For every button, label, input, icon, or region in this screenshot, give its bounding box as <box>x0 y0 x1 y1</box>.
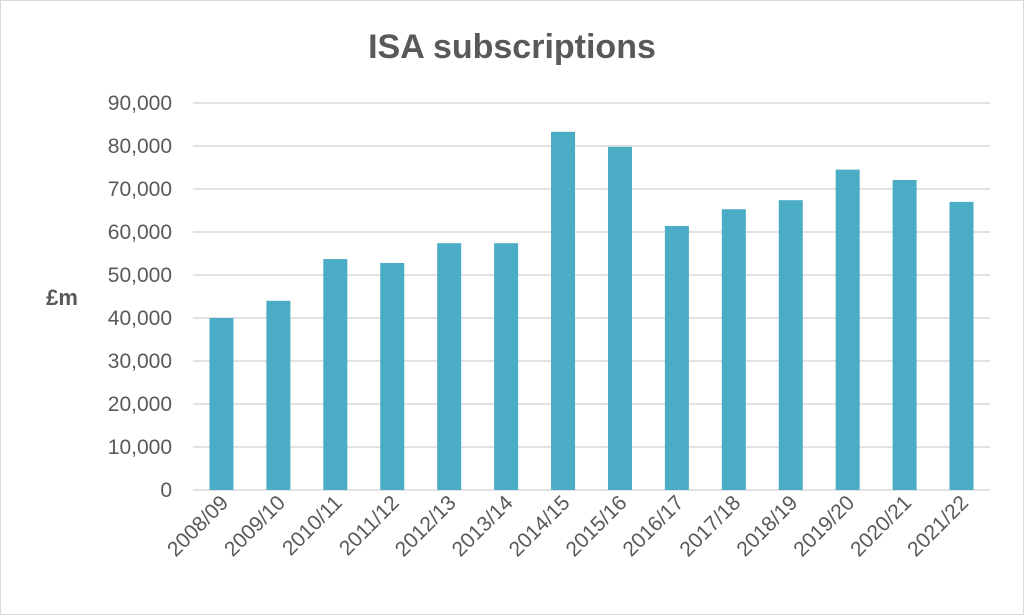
chart-title: ISA subscriptions <box>368 28 656 66</box>
y-tick-label: 90,000 <box>108 92 172 115</box>
y-tick-label: 60,000 <box>108 221 172 244</box>
x-tick-label: 2014/15 <box>505 491 575 561</box>
y-tick-label: 80,000 <box>108 135 172 158</box>
bar-2012-13 <box>437 243 462 490</box>
x-tick-label: 2017/18 <box>675 491 745 561</box>
x-tick-label: 2012/13 <box>391 491 461 561</box>
bar-2021-22 <box>949 201 974 490</box>
y-axis-label: £m <box>46 285 78 310</box>
x-tick-label: 2016/17 <box>618 491 688 561</box>
bar-2010-11 <box>323 259 348 490</box>
bar-2017-18 <box>721 209 746 490</box>
bar-2020-21 <box>892 179 917 490</box>
x-tick-label: 2015/16 <box>562 491 632 561</box>
bar-2011-12 <box>380 262 405 490</box>
x-tick-label: 2010/11 <box>278 491 347 560</box>
x-tick-label: 2011/12 <box>335 491 404 560</box>
bar-2015-16 <box>607 146 632 491</box>
y-tick-label: 30,000 <box>108 350 172 373</box>
y-tick-label: 70,000 <box>108 178 172 201</box>
y-tick-label: 0 <box>160 479 172 502</box>
x-tick-label: 2013/14 <box>448 491 518 561</box>
x-tick-label: 2021/22 <box>903 491 973 561</box>
x-tick-label: 2018/19 <box>732 491 802 561</box>
x-tick-label: 2019/20 <box>789 491 859 561</box>
bar-2013-14 <box>494 243 519 490</box>
bar-2014-15 <box>551 131 576 490</box>
bar-2019-20 <box>835 169 860 490</box>
y-tick-label: 40,000 <box>108 307 172 330</box>
y-tick-label: 50,000 <box>108 264 172 287</box>
x-tick-label: 2009/10 <box>220 491 290 561</box>
bar-2008-09 <box>209 318 234 490</box>
x-tick-label: 2020/21 <box>846 491 916 561</box>
y-tick-label: 10,000 <box>108 436 172 459</box>
y-tick-label: 20,000 <box>108 393 172 416</box>
bar-2016-17 <box>664 225 689 491</box>
bar-2018-19 <box>778 200 803 490</box>
bar-2009-10 <box>266 300 291 490</box>
x-tick-label: 2008/09 <box>163 491 233 561</box>
